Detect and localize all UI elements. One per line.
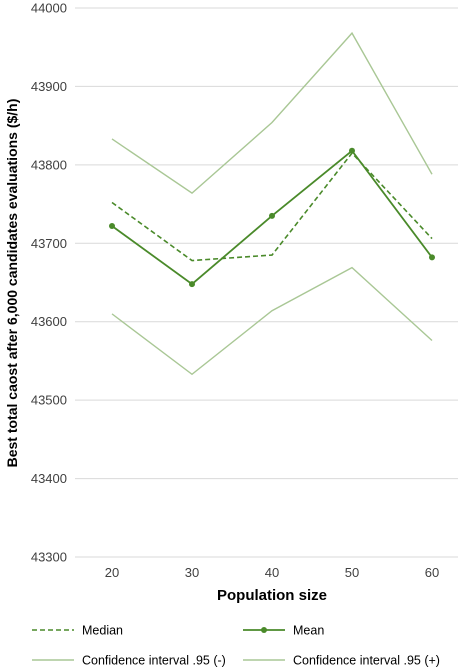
x-tick-label: 30 xyxy=(185,565,199,580)
legend-marker xyxy=(261,627,267,633)
y-tick-label: 43900 xyxy=(31,79,67,94)
x-tick-label: 40 xyxy=(265,565,279,580)
series-1 xyxy=(109,147,435,288)
y-tick-label: 43700 xyxy=(31,236,67,251)
x-tick-label: 60 xyxy=(425,565,439,580)
x-tick-label: 50 xyxy=(345,565,359,580)
series-lines xyxy=(109,31,435,376)
series-line xyxy=(111,151,433,262)
legend-label: Confidence interval .95 (+) xyxy=(293,654,440,668)
x-axis-label: Population size xyxy=(217,587,327,604)
y-tick-label: 43400 xyxy=(31,471,67,486)
y-tick-label: 43500 xyxy=(31,393,67,408)
series-line xyxy=(111,31,433,194)
series-line xyxy=(111,266,433,376)
legend-item: Mean xyxy=(243,624,324,638)
series-0 xyxy=(111,151,433,262)
data-point xyxy=(269,212,275,219)
y-tick-label: 43300 xyxy=(31,550,67,565)
legend-label: Mean xyxy=(293,624,324,638)
y-axis-ticks: 43300 43400 43500 43600 43700 43800 43900 44000 xyxy=(31,1,67,565)
y-tick-label: 43800 xyxy=(31,157,67,172)
y-tick-label: 43600 xyxy=(31,314,67,329)
legend-item: Confidence interval .95 (-) xyxy=(32,654,226,668)
data-point xyxy=(189,281,195,288)
gridlines xyxy=(75,7,458,558)
legend: Median Mean Confidence interval .95 (-) Con… xyxy=(32,624,440,668)
series-3 xyxy=(111,31,433,194)
legend-item: Median xyxy=(32,624,123,638)
legend-item: Confidence interval .95 (+) xyxy=(243,654,440,668)
x-tick-label: 20 xyxy=(105,565,119,580)
x-axis-ticks: 20 30 40 50 60 xyxy=(105,565,439,580)
data-point xyxy=(349,147,355,154)
legend-label: Median xyxy=(82,624,123,638)
y-tick-label: 44000 xyxy=(31,1,67,16)
series-2 xyxy=(111,266,433,376)
legend-label: Confidence interval .95 (-) xyxy=(82,654,226,668)
y-axis-label: Best total caost after 6,000 candidates … xyxy=(4,99,20,468)
data-point xyxy=(429,254,435,261)
data-point xyxy=(109,223,115,230)
